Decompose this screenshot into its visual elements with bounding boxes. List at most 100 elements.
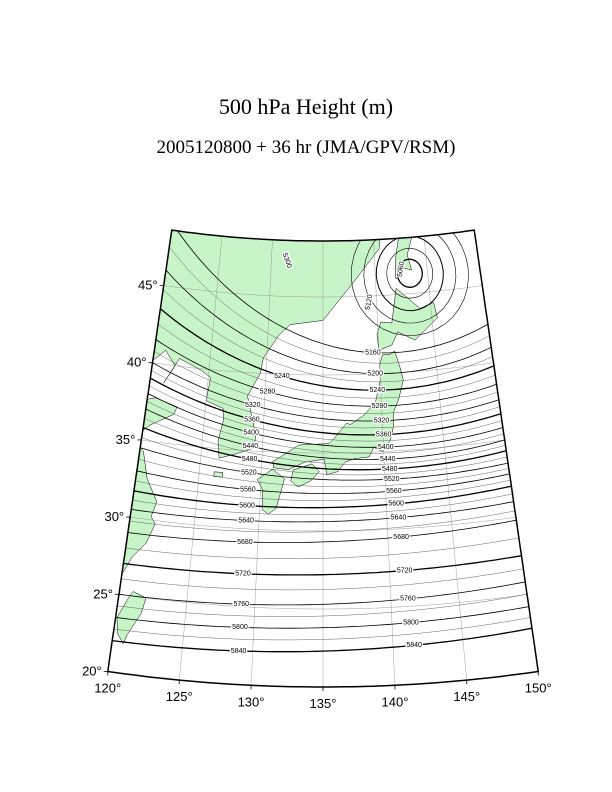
contour-line xyxy=(107,514,539,543)
contour-label: 5480 xyxy=(242,456,258,463)
contour-ring xyxy=(363,230,457,324)
contour-line xyxy=(126,381,527,448)
contour-label: 5600 xyxy=(239,502,255,509)
contour-label: 5680 xyxy=(393,534,409,541)
contour-label: 5640 xyxy=(391,514,407,521)
contour-line-minor xyxy=(107,505,539,533)
contour-line xyxy=(123,397,529,460)
contour-label: 5240 xyxy=(274,373,290,380)
contour-label: 5360 xyxy=(376,431,392,438)
longitude-label: 145° xyxy=(453,689,480,704)
contour-label: 5560 xyxy=(386,488,402,495)
contour-line xyxy=(156,230,509,354)
contour-ring xyxy=(386,248,433,299)
contour-label: 5520 xyxy=(241,469,257,476)
latitude-label: 30° xyxy=(104,509,124,524)
contour-label: 5800 xyxy=(403,619,419,626)
contour-label: 5120 xyxy=(365,294,375,311)
map-title: 500 hPa Height (m) xyxy=(219,94,393,119)
contour-label: 5560 xyxy=(240,486,256,493)
contour-line-minor xyxy=(152,230,511,364)
contour-label: 5720 xyxy=(397,567,413,574)
contour-line xyxy=(107,550,539,576)
contour-label: 5060 xyxy=(397,261,407,278)
meridian xyxy=(250,241,273,686)
map-area: 5840 5800 5760 5720 5680 5640 5600 5560 5520 5480… xyxy=(107,230,539,687)
contour-line xyxy=(107,496,539,523)
longitude-label: 125° xyxy=(166,689,193,704)
contour-ring xyxy=(350,230,469,336)
longitude-label: 120° xyxy=(94,680,121,695)
meridian xyxy=(179,237,222,681)
contour-line xyxy=(107,622,539,653)
contour-line-minor xyxy=(133,337,521,414)
contour-label: 5440 xyxy=(380,456,396,463)
contour-label: 5400 xyxy=(378,444,394,451)
latitude-label: 35° xyxy=(116,432,136,447)
contour-line xyxy=(112,464,534,494)
contour-line-minor xyxy=(114,451,534,488)
latitude-label: 40° xyxy=(127,355,147,370)
contour-label: 5320 xyxy=(245,402,261,409)
contour-line xyxy=(147,248,513,374)
contour-ring xyxy=(375,235,444,312)
contour-label: 5200 xyxy=(367,370,383,377)
contour-line-minor xyxy=(118,428,532,476)
contour-label: 5720 xyxy=(235,571,251,578)
map-subtitle: 2005120800 + 36 hr (JMA/GPV/RSM) xyxy=(157,137,456,158)
contour-label: 5840 xyxy=(406,642,422,649)
latitude-label: 20° xyxy=(82,663,102,678)
land xyxy=(116,591,147,645)
contour-line xyxy=(140,290,516,391)
contour-line-minor xyxy=(107,563,539,591)
contour-label: 5800 xyxy=(232,624,248,631)
contour-label: 5760 xyxy=(400,596,416,603)
land xyxy=(290,463,320,488)
contour-line-minor xyxy=(107,488,538,516)
contour-line-minor xyxy=(124,389,528,454)
contour-line-minor xyxy=(144,269,514,383)
contour-label: 5320 xyxy=(374,418,390,425)
longitude-label: 140° xyxy=(382,694,409,709)
contour-line xyxy=(116,439,533,481)
contour-line-minor xyxy=(107,588,539,617)
contour-ring xyxy=(396,258,423,288)
contour-line xyxy=(128,364,524,436)
parallel xyxy=(130,516,516,532)
land xyxy=(395,230,414,280)
contour-line-minor xyxy=(107,611,539,641)
contour-label: 5440 xyxy=(243,443,259,450)
land xyxy=(376,287,438,351)
contour-line-minor xyxy=(107,532,539,559)
contour-line-minor xyxy=(127,373,525,442)
longitude-label: 135° xyxy=(310,696,337,711)
contour-label: 5520 xyxy=(384,476,400,483)
contour-line-minor xyxy=(138,308,518,399)
parallel xyxy=(163,285,483,298)
meridian xyxy=(424,237,467,681)
contour-label: 5360 xyxy=(244,416,260,423)
land xyxy=(107,230,383,612)
contour-label: 5480 xyxy=(382,466,398,473)
contour-line-minor xyxy=(121,407,530,465)
contour-label: 5240 xyxy=(370,387,386,394)
latitude-label: 25° xyxy=(93,586,113,601)
contour-label: 5280 xyxy=(372,403,388,410)
contour-label: 5600 xyxy=(388,501,404,508)
contour-line xyxy=(120,417,531,471)
contour-label: 5400 xyxy=(243,430,259,437)
parallel xyxy=(118,594,528,610)
contour-label: 5840 xyxy=(231,648,247,655)
contour-label: 5160 xyxy=(365,349,381,356)
contour-label: 5640 xyxy=(238,517,254,524)
contour-line xyxy=(107,601,539,629)
longitude-label: 150° xyxy=(525,680,552,695)
latitude-label: 45° xyxy=(138,278,158,293)
map-overlay: 20° 25° 30° 35° 40° 45° 120° 125° 130° 135° 140° 14… xyxy=(82,229,552,711)
contour-line xyxy=(109,479,537,509)
map-frame xyxy=(106,229,540,688)
contour-label: 5280 xyxy=(260,388,276,395)
longitude-label: 130° xyxy=(238,694,265,709)
contour-line xyxy=(107,576,539,606)
